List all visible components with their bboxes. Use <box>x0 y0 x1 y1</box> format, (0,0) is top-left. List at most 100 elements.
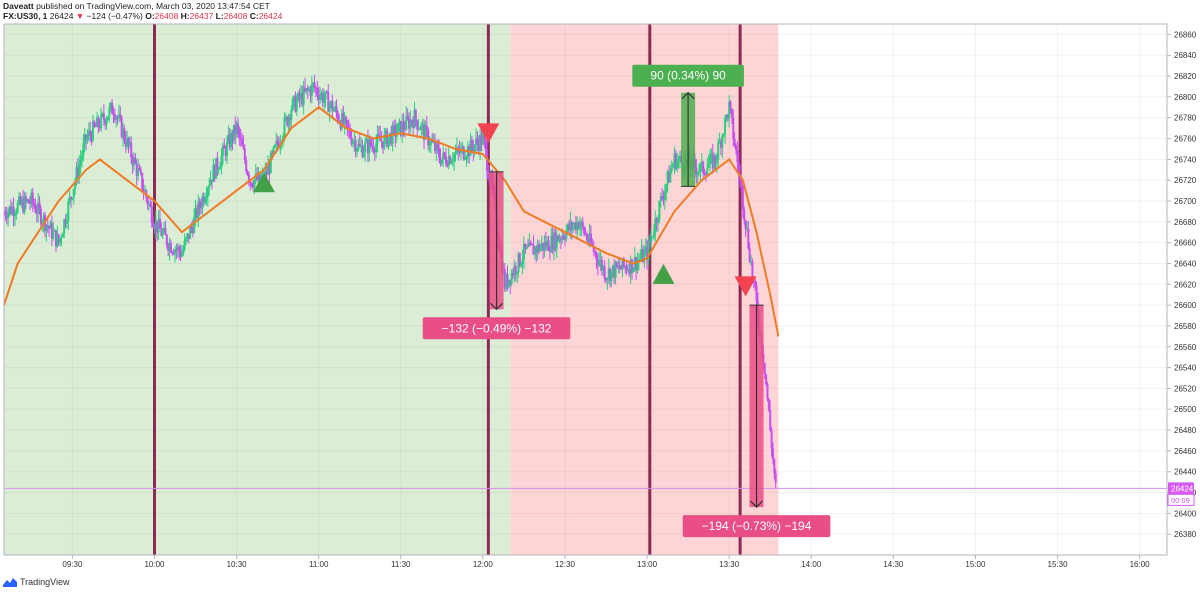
price-tick-label: 26620 <box>1174 280 1197 289</box>
candle-body <box>421 124 424 126</box>
candle-body <box>209 179 212 186</box>
candle-body <box>20 199 23 205</box>
time-axis[interactable]: 09:30 10:00 10:30 11:00 11:30 12:00 12:30 13:00… <box>3 23 1168 573</box>
candle-body <box>561 235 564 240</box>
candle-body <box>676 160 679 169</box>
candle-body <box>102 113 105 120</box>
candle-body <box>559 238 562 240</box>
candle-body <box>621 258 624 270</box>
candle-body <box>714 155 717 163</box>
candle-body <box>13 214 16 217</box>
candle-body <box>382 141 385 149</box>
candle-body <box>614 262 617 278</box>
candle-body <box>204 198 207 203</box>
candle-body <box>258 172 261 181</box>
candle-body <box>113 114 116 120</box>
candle-body <box>319 95 322 100</box>
candle-body <box>111 102 114 115</box>
candle-body <box>473 145 476 152</box>
candle-body <box>744 219 747 229</box>
candle-body <box>239 137 242 140</box>
trade-arrow-head <box>750 500 763 508</box>
candle-body <box>310 83 313 96</box>
candle-body <box>290 109 293 121</box>
candle-body <box>639 258 642 260</box>
candle-body <box>647 240 650 261</box>
open-value: 26408 <box>154 11 179 21</box>
buy-signal-icon <box>252 172 275 193</box>
symbol-label[interactable]: FX:US30, 1 <box>3 11 48 21</box>
tradingview-branding[interactable]: TradingView <box>3 577 70 587</box>
candle-body <box>61 233 64 238</box>
candle-body <box>652 233 655 237</box>
candle-body <box>770 429 773 449</box>
candle-body <box>215 157 218 179</box>
candle-body <box>698 171 701 173</box>
candle-body <box>470 139 473 148</box>
candle-body <box>392 125 395 127</box>
candle-body <box>189 226 192 239</box>
candle-body <box>362 151 365 157</box>
candle-body <box>369 139 372 146</box>
candle-body <box>160 228 163 236</box>
candle-body <box>220 155 223 167</box>
candle-body <box>273 145 276 147</box>
candle-body <box>436 143 439 149</box>
candle-body <box>246 171 249 175</box>
candle-body <box>152 222 155 227</box>
candle-body <box>447 156 450 167</box>
candle-body <box>164 227 167 236</box>
candle-body <box>719 141 722 148</box>
candle-body <box>156 220 159 233</box>
candle-body <box>461 146 464 149</box>
candle-body <box>176 246 179 250</box>
close-label: C: <box>249 11 259 21</box>
candle-body <box>602 266 605 271</box>
buy-signal-icon <box>652 263 675 284</box>
candle-body <box>368 139 371 154</box>
candle-body <box>157 218 160 233</box>
candle-body <box>23 196 26 213</box>
candle-body <box>321 93 324 104</box>
candle-body <box>581 221 584 227</box>
candle-body <box>360 146 363 148</box>
candle-body <box>503 268 506 289</box>
candle-body <box>49 222 52 229</box>
candle-body <box>183 240 186 250</box>
candle-body <box>371 145 374 147</box>
time-tick-label: 12:30 <box>555 560 576 569</box>
candle-body <box>297 92 300 101</box>
candle-body <box>106 116 109 120</box>
candle-body <box>191 227 194 233</box>
candle-body <box>551 235 554 251</box>
candle-body <box>643 251 646 262</box>
candle-body <box>299 93 302 100</box>
trade-arrows <box>489 91 764 508</box>
candle-body <box>275 140 278 146</box>
candle-body <box>223 145 226 149</box>
candle-body <box>208 185 211 189</box>
candle-body <box>184 237 187 241</box>
candle-body <box>606 278 609 281</box>
candle-body <box>167 245 170 251</box>
candle-body <box>100 113 103 128</box>
candle-body <box>231 132 234 141</box>
price-axis[interactable]: 2638026400264202644026460264802650026520… <box>1166 24 1200 555</box>
author-name[interactable]: Daveatt <box>3 1 34 11</box>
candle-body <box>346 120 349 127</box>
candle-body <box>678 156 681 160</box>
candle-body <box>120 117 123 137</box>
candle-body <box>658 201 661 220</box>
candle-body <box>302 87 305 105</box>
candle-body <box>735 145 738 150</box>
candle-body <box>699 163 702 172</box>
candle-body <box>713 155 716 169</box>
trade-label-text: −132 (−0.49%) −132 <box>442 321 552 335</box>
candle-body <box>306 88 309 91</box>
candle-body <box>28 202 31 204</box>
candle-body <box>119 114 122 118</box>
candle-body <box>5 215 8 219</box>
candle-body <box>603 266 606 279</box>
candle-body <box>158 218 161 229</box>
